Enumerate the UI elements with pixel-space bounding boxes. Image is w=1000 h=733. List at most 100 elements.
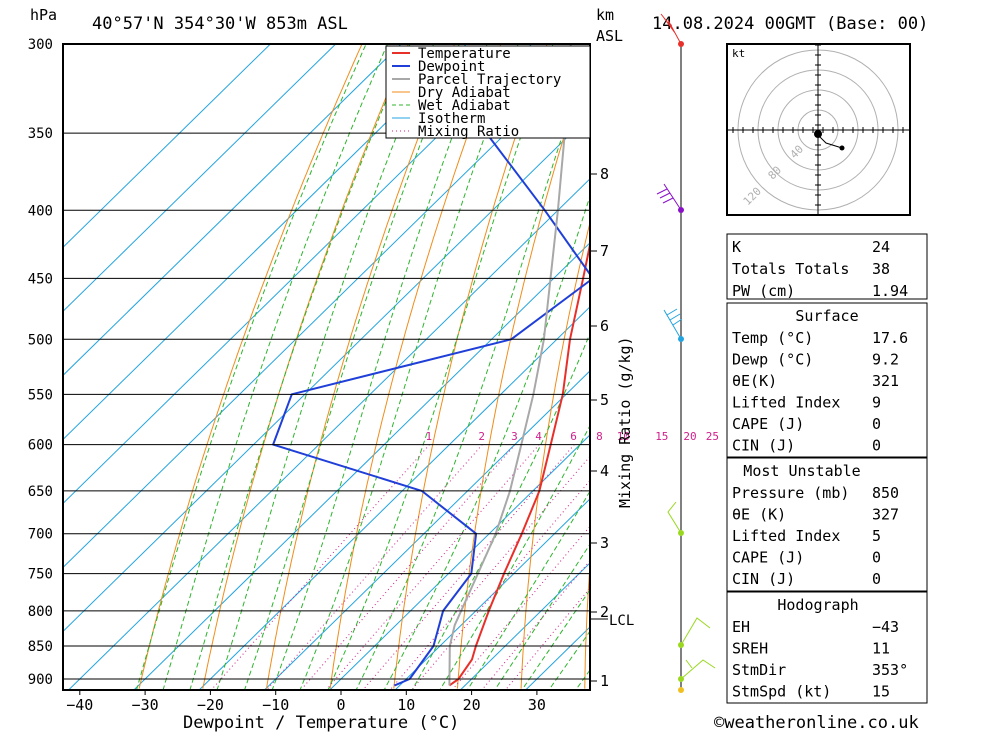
dry-adiabat-line <box>584 557 590 689</box>
hodograph: kt 40 80 120 <box>726 43 911 216</box>
x-tick-label: −30 <box>132 696 159 714</box>
pressure-tick-label: 900 <box>28 672 53 688</box>
surface-row-label: Temp (°C) <box>732 329 813 347</box>
pressure-tick-label: 800 <box>28 604 53 620</box>
wet-adiabat-line <box>411 332 590 690</box>
pressure-tick-label: 650 <box>28 484 53 500</box>
hodograph_table-row-value: −43 <box>872 618 899 636</box>
mixing-ratio-label: 15 <box>655 430 668 443</box>
isotherm-line <box>264 370 590 690</box>
x-tick-label: −10 <box>262 696 289 714</box>
surface-row-label: CIN (J) <box>732 437 795 455</box>
dry-adiabat-line <box>393 44 548 689</box>
dry-adiabat-line <box>520 220 590 689</box>
most_unstable-row-label: CIN (J) <box>732 570 795 588</box>
surface-row-value: 321 <box>872 372 899 390</box>
wet-adiabat-line <box>162 44 388 690</box>
hodograph_table-row-label: StmDir <box>732 661 786 679</box>
mixing-ratio-line <box>452 525 590 689</box>
isotherm-line <box>63 44 337 313</box>
x-axis-title: Dewpoint / Temperature (°C) <box>183 713 459 733</box>
dry-adiabat-line <box>939 44 967 689</box>
km-tick-label: 2 <box>600 603 609 621</box>
pressure-tick-label: 500 <box>28 332 53 348</box>
mixing-ratio-label: 10 <box>617 430 630 443</box>
wind-barb-900 <box>680 659 716 680</box>
surface-title: Surface <box>795 307 858 325</box>
mixing-ratio-line <box>267 444 483 689</box>
x-axis-ticks: −40 −30 −20 −10 0 10 20 30 <box>66 690 546 714</box>
most_unstable-row-value: 0 <box>872 570 881 588</box>
indices-table: K 24 Totals Totals 38 PW (cm) 1.94 <box>726 233 928 300</box>
most_unstable-row-value: 850 <box>872 484 899 502</box>
isotherm-line <box>63 50 590 569</box>
hodograph-table-title: Hodograph <box>777 596 858 614</box>
km-axis: 8 7 6 5 4 3 2 1 <box>590 165 609 690</box>
legend-isotherm: Isotherm <box>418 111 485 127</box>
most_unstable-row-label: Pressure (mb) <box>732 484 849 502</box>
dewpoint-line <box>272 67 590 687</box>
legend: Temperature Dewpoint Parcel Trajectory D… <box>385 45 591 140</box>
dry-adiabat-line <box>456 52 590 689</box>
legend-parcel: Parcel Trajectory <box>418 72 561 88</box>
wind-barb-850 <box>680 617 711 646</box>
k-index-value: 24 <box>872 238 890 256</box>
mixing-ratio-line <box>390 455 590 689</box>
pressure-tick-label: 450 <box>28 271 53 287</box>
surface-row-label: θE(K) <box>732 372 777 390</box>
wet-adiabat-line <box>189 44 411 690</box>
plot-frame <box>62 43 591 691</box>
isotherm-line <box>133 242 590 690</box>
mixing-ratio-labels: 1 2 3 4 6 8 10 15 20 25 <box>426 430 720 443</box>
pressure-tick-label: 550 <box>28 387 53 403</box>
hodograph_table-row-value: 353° <box>872 661 908 679</box>
k-index-label: K <box>732 238 741 256</box>
hodograph-storm-marker <box>814 130 822 138</box>
pressure-tick-label: 350 <box>28 126 53 142</box>
mixing-ratio-label: 20 <box>683 430 696 443</box>
wet-adiabat-line <box>271 44 488 690</box>
pw-value: 1.94 <box>872 282 908 300</box>
mixing-ratio-label: 6 <box>570 430 577 443</box>
mixing-ratio-label: 3 <box>511 430 518 443</box>
km-tick-label: 6 <box>600 317 609 335</box>
surface-row-label: CAPE (J) <box>732 415 804 433</box>
pressure-tick-label: 300 <box>28 37 53 53</box>
asl-unit-label: ASL <box>596 27 623 45</box>
hodograph_table-row-label: StmSpd (kt) <box>732 683 831 701</box>
most_unstable-row-label: θE (K) <box>732 506 786 524</box>
isotherm-line <box>63 114 590 633</box>
isotherm-line <box>63 44 271 249</box>
x-tick-label: −20 <box>197 696 224 714</box>
km-tick-label: 3 <box>600 534 609 552</box>
isotherm-line <box>394 498 590 690</box>
wet-adiabat-line <box>135 44 367 690</box>
x-tick-label: −40 <box>66 696 93 714</box>
mixing-ratio-axis-title: Mixing Ratio (g/kg) <box>616 336 634 508</box>
dry-adiabat-line <box>329 44 502 689</box>
most_unstable-row-label: CAPE (J) <box>732 549 804 567</box>
most_unstable-row-value: 327 <box>872 506 899 524</box>
wet-adiabat-line <box>327 44 554 690</box>
pressure-axis-ticks: 300 350 400 450 500 550 600 650 700 750 800 850 900 <box>28 37 53 688</box>
isotherm-line <box>63 44 532 505</box>
totals-totals-value: 38 <box>872 260 890 278</box>
isotherm-line <box>198 306 590 690</box>
surface-row-value: 17.6 <box>872 329 908 347</box>
surface-row-value: 0 <box>872 415 881 433</box>
copyright-text[interactable]: ©weatheronline.co.uk <box>714 713 919 733</box>
surface-row-label: Dewp (°C) <box>732 351 813 369</box>
mixing-ratio-line <box>363 444 575 689</box>
hodograph-unit: kt <box>732 47 745 60</box>
profile-lines <box>272 44 590 687</box>
surface-row-label: Lifted Index <box>732 394 840 412</box>
most_unstable-row-value: 5 <box>872 527 881 545</box>
dry-adiabat-line <box>992 44 1000 689</box>
mixing-ratio-line <box>326 444 540 689</box>
wind-barb-700 <box>667 501 682 534</box>
km-tick-label: 5 <box>600 391 609 409</box>
dry-adiabat-line <box>648 44 732 689</box>
wet-adiabat-line <box>383 194 590 690</box>
location-title: 40°57'N 354°30'W 853m ASL <box>92 14 348 34</box>
isotherm-line <box>460 562 590 690</box>
